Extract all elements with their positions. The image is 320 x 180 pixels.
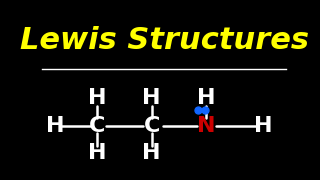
Text: H: H [142, 88, 161, 109]
Text: H: H [88, 88, 106, 109]
Text: H: H [46, 116, 64, 136]
Text: C: C [89, 116, 105, 136]
Text: H: H [142, 143, 161, 163]
Text: H: H [254, 116, 272, 136]
Text: H: H [88, 143, 106, 163]
Text: H: H [197, 88, 215, 109]
Text: C: C [143, 116, 160, 136]
Text: Lewis Structures: Lewis Structures [20, 26, 308, 55]
Text: N: N [197, 116, 215, 136]
